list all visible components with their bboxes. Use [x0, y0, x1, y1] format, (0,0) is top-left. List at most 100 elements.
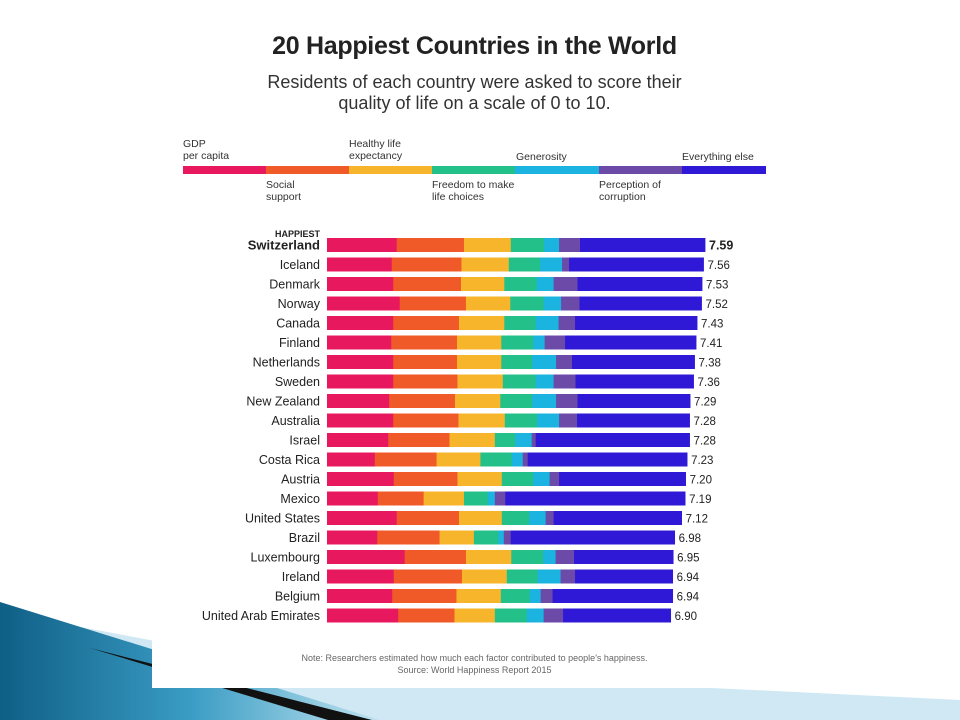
bar-segment: [556, 394, 578, 408]
category-label: Israel: [289, 434, 320, 448]
bar-segment: [377, 491, 425, 506]
bar-segment: [393, 569, 463, 584]
bar-segment: [399, 296, 467, 311]
bar-segment: [458, 316, 505, 330]
total-value-label: 7.56: [708, 260, 730, 272]
bar-segment: [458, 511, 503, 525]
bar-segment: [454, 394, 501, 408]
category-label: United States: [245, 512, 320, 526]
bar-segment: [529, 589, 542, 603]
bar-segment: [374, 452, 437, 467]
bar-segment: [392, 589, 457, 603]
bar-segment: [498, 530, 505, 545]
category-label: Canada: [276, 317, 320, 331]
bar-segment: [473, 530, 499, 545]
bar-segment: [522, 452, 529, 467]
bar-segment: [535, 316, 559, 330]
bar-segment: [555, 550, 575, 564]
bar-segment: [393, 277, 462, 291]
bar-segment: [391, 257, 462, 272]
total-value-label: 7.28: [694, 436, 716, 448]
bar-segment: [533, 335, 546, 350]
bar-segment: [558, 316, 576, 330]
bar-segment: [396, 238, 465, 252]
bar-segment: [510, 238, 545, 252]
bar-segment: [544, 238, 560, 252]
category-label: Denmark: [269, 278, 320, 292]
bar-segment: [580, 238, 706, 252]
legend-swatch-gdp: [183, 166, 266, 174]
bar-segment: [398, 608, 455, 623]
bar-segment: [532, 394, 557, 408]
total-value-label: 7.59: [709, 239, 733, 253]
bar-segment: [572, 355, 695, 369]
bar-segment: [327, 257, 393, 272]
category-label: Austria: [281, 473, 320, 487]
bar-segment: [506, 569, 539, 584]
bar-segment: [501, 355, 533, 369]
bar-segment: [327, 569, 395, 584]
bar-segment: [393, 374, 458, 389]
legend-label-social-support: Social support: [266, 179, 302, 203]
legend-swatch-social-support: [266, 166, 349, 174]
bar-segment: [540, 589, 553, 603]
bar-segment: [508, 257, 541, 272]
legend-swatch-freedom: [432, 166, 515, 174]
category-label: Netherlands: [253, 356, 320, 370]
bar-segment: [560, 569, 576, 584]
bar-segment: [562, 257, 570, 272]
bar-segment: [456, 335, 502, 350]
total-value-label: 7.19: [689, 494, 711, 506]
bar-segment: [465, 296, 511, 311]
legend-swatch-corruption: [599, 166, 682, 174]
bar-segment: [388, 433, 450, 447]
bar-segment: [574, 550, 674, 564]
total-value-label: 7.28: [694, 416, 716, 428]
category-label: Norway: [278, 297, 321, 311]
total-value-label: 7.43: [701, 319, 723, 331]
bar-segment: [327, 316, 394, 330]
bar-segment: [503, 530, 512, 545]
note-text: Note: Researchers estimated how much eac…: [301, 653, 648, 663]
bar-segment: [494, 491, 506, 506]
bar-segment: [510, 530, 676, 545]
category-label: Belgium: [275, 590, 320, 604]
category-label: New Zealand: [246, 395, 320, 409]
bar-segment: [549, 472, 560, 486]
bar-segment: [553, 374, 576, 389]
bar-segment: [404, 550, 467, 564]
subtitle-line: quality of life on a scale of 0 to 10.: [338, 93, 611, 113]
category-label: Finland: [279, 336, 320, 350]
bar-segment: [511, 452, 524, 467]
legend-label-freedom: Freedom to make life choices: [432, 179, 515, 203]
bar-segment: [327, 394, 390, 408]
bar-segment: [396, 511, 460, 525]
bar-segment: [533, 472, 551, 486]
category-label: Iceland: [280, 258, 320, 272]
total-value-label: 7.53: [706, 280, 728, 292]
legend-swatch-life-expectancy: [349, 166, 432, 174]
bar-segment: [461, 257, 510, 272]
bar-segment: [531, 433, 537, 447]
bar-segment: [559, 238, 581, 252]
bar-segment: [544, 335, 566, 350]
bar-segment: [501, 511, 530, 525]
total-value-label: 6.94: [677, 592, 700, 604]
category-label: Australia: [271, 414, 320, 428]
bar-segment: [505, 491, 686, 506]
legend-label-gdp: GDP per capita: [183, 138, 230, 162]
bar-segment: [327, 374, 394, 389]
bar-segment: [569, 257, 704, 272]
total-value-label: 7.29: [694, 397, 716, 409]
chart-title: 20 Happiest Countries in the World: [272, 32, 677, 60]
source-text: Source: World Happiness Report 2015: [397, 665, 552, 675]
total-value-label: 7.20: [690, 475, 712, 487]
bar-segment: [543, 296, 562, 311]
category-label: Costa Rica: [259, 453, 320, 467]
bar-segment: [465, 550, 512, 564]
bar-segment: [494, 608, 528, 623]
bar-segment: [461, 569, 508, 584]
bar-segment: [423, 491, 465, 506]
bar-segment: [526, 608, 545, 623]
bar-segment: [537, 413, 560, 428]
